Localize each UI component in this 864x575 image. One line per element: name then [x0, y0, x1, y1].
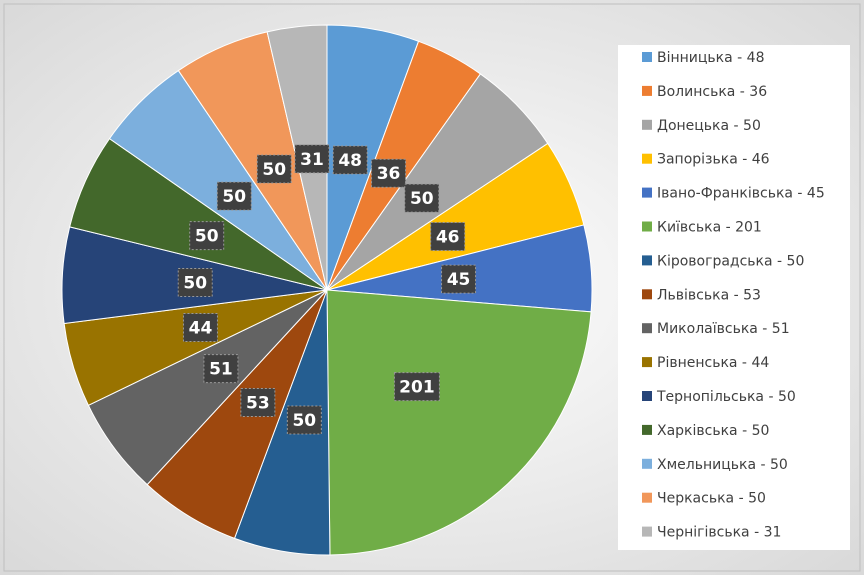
data-label: 53 [246, 393, 270, 413]
legend-swatch [642, 85, 652, 96]
data-label: 50 [222, 187, 246, 207]
legend-swatch [642, 391, 652, 401]
legend-swatch [642, 492, 652, 503]
legend-swatch [642, 458, 652, 469]
data-label-bg [430, 222, 466, 252]
data-label: 48 [338, 151, 362, 171]
data-label-bg [332, 145, 368, 175]
legend-label: Волинська - 36 [657, 84, 767, 100]
data-label: 50 [410, 189, 434, 209]
legend-swatch [642, 153, 652, 164]
frame [3, 3, 861, 572]
data-label: 50 [262, 160, 286, 180]
data-label: 45 [447, 270, 471, 290]
pie-slice [326, 289, 592, 556]
data-label-bg [371, 158, 407, 188]
legend-label: Кіровоградська - 50 [657, 253, 804, 269]
legend-swatch [642, 119, 652, 130]
data-label-bg [404, 183, 440, 213]
legend-label: Хмельницька - 50 [657, 457, 788, 473]
legend-swatch [642, 221, 652, 232]
legend-label: Чернігівська - 31 [657, 525, 781, 541]
legend-label: Тернопільська - 50 [656, 389, 796, 405]
legend-label: Львівська - 53 [657, 287, 761, 303]
data-label-bg [256, 154, 292, 184]
data-label: 31 [300, 150, 324, 170]
legend-label: Запорізька - 46 [657, 152, 770, 168]
data-label-bg [240, 387, 276, 417]
legend-swatch [642, 52, 652, 62]
legend-label: Миколаївська - 51 [657, 321, 790, 337]
data-label: 44 [189, 319, 213, 339]
data-label-bg [286, 405, 322, 435]
data-label-bg [203, 354, 239, 384]
legend-label: Донецька - 50 [657, 118, 761, 134]
data-label-bg [182, 313, 218, 343]
legend-label: Вінницька - 48 [657, 50, 764, 66]
data-label-bg [294, 144, 330, 174]
data-label: 50 [183, 273, 207, 293]
data-label: 51 [209, 360, 233, 380]
data-label-bg [177, 267, 213, 297]
legend-swatch [642, 255, 652, 266]
legend-label: Черкаська - 50 [657, 491, 766, 507]
legend-swatch [642, 526, 652, 537]
legend-label: Івано-Франківська - 45 [657, 186, 825, 202]
data-label: 46 [436, 228, 460, 248]
data-label: 50 [195, 227, 219, 247]
data-label: 36 [377, 164, 401, 184]
legend-swatch [642, 357, 652, 368]
legend-swatch [642, 323, 652, 334]
data-label-bg [393, 372, 440, 402]
legend-label: Київська - 201 [657, 220, 762, 236]
legend-box [618, 45, 850, 550]
legend-label: Харківська - 50 [657, 423, 769, 439]
data-label-bg [441, 264, 477, 294]
legend-swatch [642, 289, 652, 300]
legend-swatch [642, 424, 652, 435]
legend-label: Рівненська - 44 [657, 355, 769, 371]
data-label-bg [216, 181, 252, 211]
data-label-bg [189, 221, 225, 251]
data-label: 50 [292, 411, 316, 431]
data-label: 201 [399, 378, 435, 398]
legend-swatch [642, 187, 652, 198]
